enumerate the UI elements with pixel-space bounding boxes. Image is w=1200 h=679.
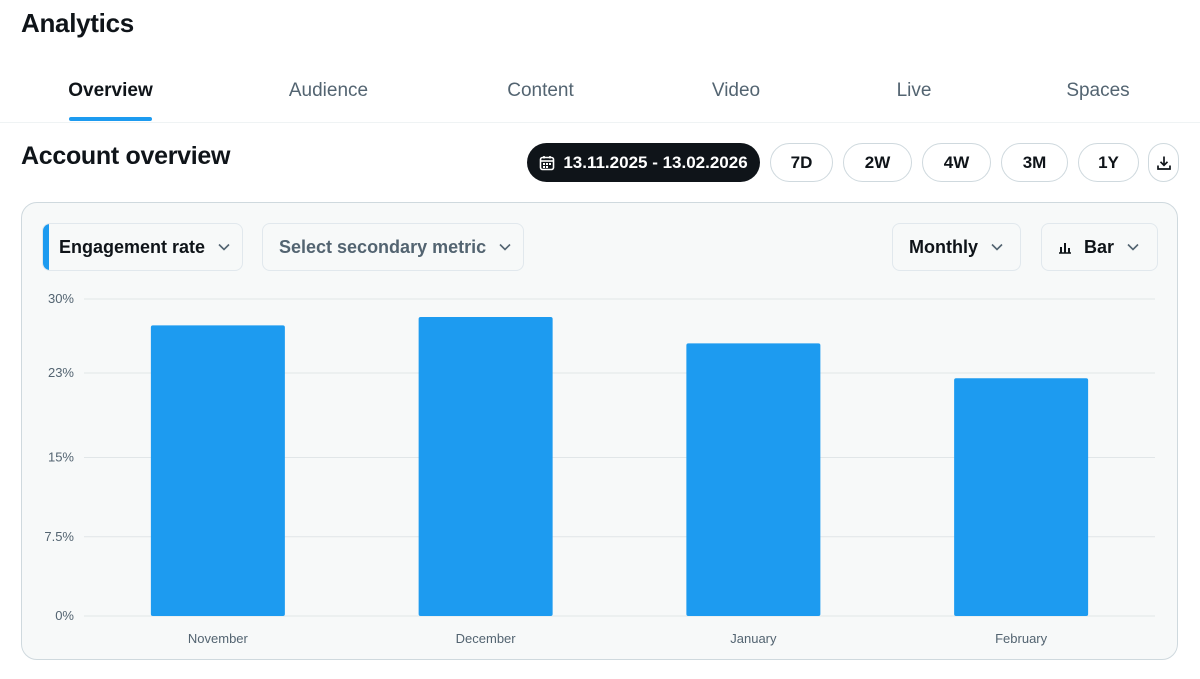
- x-tick-label: February: [995, 631, 1048, 646]
- tab-label: Live: [896, 80, 932, 101]
- chart-type-dropdown[interactable]: Bar: [1041, 223, 1158, 271]
- tab-label: Spaces: [1066, 80, 1130, 101]
- chart-type-label: Bar: [1084, 236, 1115, 257]
- bar-february[interactable]: [954, 378, 1089, 616]
- chevron-down-icon: [991, 243, 1003, 251]
- secondary-metric-label: Select secondary metric: [279, 236, 487, 257]
- bar-january[interactable]: [686, 343, 821, 616]
- bar-november[interactable]: [150, 325, 285, 616]
- calendar-icon: [540, 155, 555, 170]
- tab-label: Video: [711, 80, 761, 101]
- tab-content[interactable]: Content: [495, 60, 586, 122]
- tab-bar: Overview Audience Content Video Live Spa…: [0, 60, 1200, 123]
- tab-spaces[interactable]: Spaces: [1056, 60, 1140, 122]
- y-tick-label: 23%: [48, 365, 74, 380]
- primary-metric-dropdown[interactable]: Engagement rate: [42, 223, 243, 271]
- date-range-label: 13.11.2025 - 13.02.2026: [563, 152, 748, 172]
- y-tick-label: 0%: [55, 608, 74, 623]
- interval-label: Monthly: [909, 236, 978, 257]
- range-3m-button[interactable]: 3M: [1001, 143, 1068, 182]
- x-tick-label: December: [456, 631, 517, 646]
- secondary-metric-dropdown[interactable]: Select secondary metric: [262, 223, 524, 271]
- primary-metric-label: Engagement rate: [59, 236, 206, 257]
- active-tab-indicator: [69, 117, 152, 121]
- account-overview-title: Account overview: [21, 142, 231, 170]
- tab-live[interactable]: Live: [886, 60, 942, 122]
- bar-chart-icon: [1059, 243, 1071, 254]
- tab-label: Overview: [68, 80, 153, 101]
- tab-label: Content: [507, 80, 574, 101]
- download-icon: [1156, 156, 1171, 170]
- metric-color-indicator: [43, 224, 49, 270]
- date-range-button[interactable]: 13.11.2025 - 13.02.2026: [527, 143, 760, 182]
- range-7d-button[interactable]: 7D: [770, 143, 833, 182]
- page-title: Analytics: [21, 8, 134, 38]
- engagement-bar-chart: 0% 7.5% 15% 23% 30% November December January Fe…: [44, 291, 1155, 646]
- tab-audience[interactable]: Audience: [278, 60, 379, 122]
- download-button[interactable]: [1148, 143, 1179, 182]
- x-tick-label: January: [730, 631, 777, 646]
- y-tick-label: 7.5%: [44, 529, 74, 544]
- range-1y-button[interactable]: 1Y: [1078, 143, 1139, 182]
- bar-december[interactable]: [418, 316, 553, 616]
- y-tick-label: 30%: [48, 291, 74, 306]
- range-4w-button[interactable]: 4W: [922, 143, 991, 182]
- chart-card: Engagement rate Select secondary metric …: [21, 202, 1178, 660]
- tab-video[interactable]: Video: [701, 60, 771, 122]
- interval-dropdown[interactable]: Monthly: [892, 223, 1021, 271]
- chevron-down-icon: [218, 243, 230, 251]
- x-tick-label: November: [188, 631, 249, 646]
- chevron-down-icon: [1127, 243, 1139, 251]
- y-tick-label: 15%: [48, 450, 74, 465]
- range-2w-button[interactable]: 2W: [843, 143, 912, 182]
- tab-label: Audience: [288, 80, 369, 101]
- chevron-down-icon: [499, 243, 511, 251]
- tab-overview[interactable]: Overview: [68, 60, 153, 122]
